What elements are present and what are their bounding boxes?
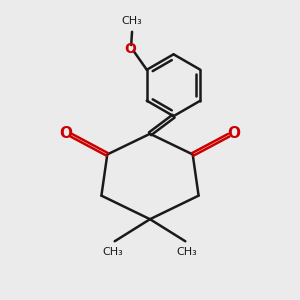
Text: O: O: [60, 126, 73, 141]
Text: CH₃: CH₃: [122, 16, 142, 26]
Text: CH₃: CH₃: [176, 247, 197, 257]
Text: O: O: [227, 126, 240, 141]
Text: CH₃: CH₃: [103, 247, 124, 257]
Text: O: O: [124, 42, 136, 56]
